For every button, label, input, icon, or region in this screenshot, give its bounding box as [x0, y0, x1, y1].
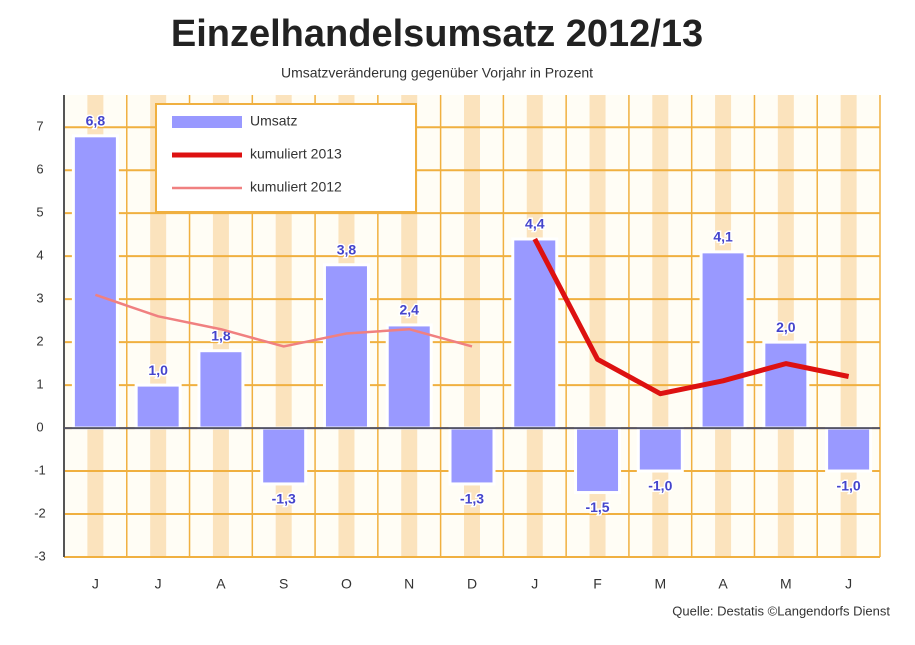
x-tick-label: M — [780, 576, 792, 592]
y-tick-label: 3 — [36, 291, 43, 306]
bar — [825, 426, 873, 473]
data-label: -1,5 — [585, 499, 609, 515]
x-tick-label: O — [341, 576, 352, 592]
y-tick-label: 2 — [36, 334, 43, 349]
bar — [134, 383, 182, 430]
y-tick-label: -3 — [34, 548, 46, 563]
y-tick-label: 5 — [36, 205, 43, 220]
legend-label: kumuliert 2012 — [250, 179, 342, 195]
source: Quelle: Destatis ©Langendorfs Dienst — [672, 603, 890, 618]
column-stripe — [777, 95, 794, 557]
data-label: 4,4 — [525, 216, 545, 232]
y-tick-label: 7 — [36, 119, 43, 134]
y-tick-label: 0 — [36, 420, 43, 435]
x-tick-label: S — [279, 576, 288, 592]
x-tick-label: J — [845, 576, 852, 592]
y-tick-label: 1 — [36, 377, 43, 392]
line — [94, 293, 473, 348]
data-label: 6,8 — [86, 113, 106, 129]
bar — [699, 250, 747, 430]
bar — [322, 263, 370, 430]
chart-subtitle: Umsatzveränderung gegenüber Vorjahr in P… — [281, 65, 593, 81]
x-tick-label: A — [216, 576, 226, 592]
y-tick-label: -1 — [34, 462, 46, 477]
bar — [197, 349, 245, 430]
data-label: 3,8 — [337, 241, 357, 257]
bar — [385, 323, 433, 430]
data-label: 1,0 — [148, 362, 168, 378]
column-stripe — [464, 95, 480, 557]
legend-label: Umsatz — [250, 113, 297, 129]
bar — [71, 134, 119, 430]
x-tick-label: D — [467, 576, 477, 592]
data-label: -1,0 — [837, 478, 861, 494]
data-label: 2,4 — [399, 302, 419, 318]
y-tick-label: -2 — [34, 505, 46, 520]
chart-title: Einzelhandelsumsatz 2012/13 — [171, 13, 703, 55]
x-tick-label: J — [155, 576, 162, 592]
bar — [448, 426, 496, 486]
y-tick-label: 4 — [36, 248, 43, 263]
legend-swatch — [172, 116, 242, 128]
y-tick-label: 6 — [36, 162, 43, 177]
x-tick-label: N — [404, 576, 414, 592]
data-label: -1,3 — [272, 491, 296, 507]
x-tick-label: F — [593, 576, 602, 592]
data-label: 2,0 — [776, 319, 796, 335]
bar — [636, 426, 684, 473]
x-tick-label: J — [531, 576, 538, 592]
bar — [762, 340, 810, 430]
line — [532, 237, 850, 397]
x-tick-label: J — [92, 576, 99, 592]
x-tick-label: M — [654, 576, 666, 592]
data-label: 4,1 — [713, 229, 733, 245]
bar — [574, 426, 622, 495]
x-tick-label: A — [718, 576, 728, 592]
data-label: -1,3 — [460, 491, 484, 507]
data-label: -1,0 — [648, 478, 672, 494]
bar — [260, 426, 308, 486]
legend-label: kumuliert 2013 — [250, 146, 342, 162]
